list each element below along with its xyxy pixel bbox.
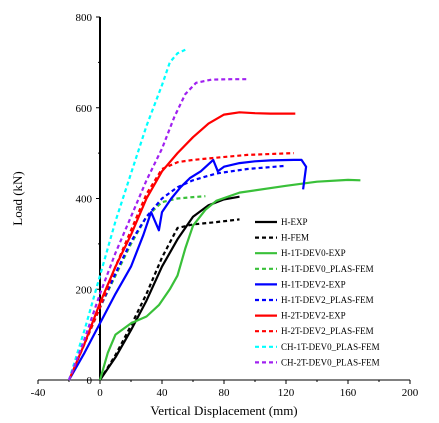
series-line-4 [68,158,308,381]
series-line-6 [67,111,296,381]
series-line-8 [67,48,186,381]
series-line-2 [98,178,361,381]
y-tick-label: 400 [76,194,93,206]
x-tick-label: 0 [97,387,103,399]
y-axis-label: Load (kN) [10,171,25,226]
legend-label-9: CH-2T-DEV0_PLAS-FEM [281,357,380,367]
y-tick-label: 800 [76,12,93,24]
legend-label-8: CH-1T-DEV0_PLAS-FEM [281,342,380,352]
legend-label-6: H-2T-DEV2-EXP [281,311,346,321]
legend-label-2: H-1T-DEV0-EXP [281,248,346,258]
x-tick-label: 200 [402,387,419,399]
x-tick-label: 80 [219,387,231,399]
x-tick-label: -40 [31,387,46,399]
legend-label-0: H-EXP [281,217,308,227]
series-layer [67,48,361,381]
y-tick-label: 200 [76,284,93,296]
series-line-1 [99,218,240,381]
x-tick-label: 120 [278,387,295,399]
legend-label-1: H-FEM [281,233,309,243]
x-axis-label: Vertical Displacement (mm) [150,403,297,418]
x-tick-label: 160 [340,387,357,399]
legend-label-3: H-1T-DEV0_PLAS-FEM [281,264,374,274]
legend-label-4: H-1T-DEV2-EXP [281,279,346,289]
legend-label-7: H-2T-DEV2_PLAS-FEM [281,326,374,336]
series-line-9 [67,78,248,381]
series-line-7 [67,152,294,381]
x-tick-label: 40 [157,387,169,399]
legend: H-EXP H-FEM H-1T-DEV0-EXP H-1T-DEV0_PLAS-FE… [255,217,380,367]
y-tick-label: 600 [76,103,93,115]
series-line-0 [99,195,240,381]
y-tick-label: 0 [87,375,93,387]
axes: -40 0 40 80 120 160 200 0 200 400 600 800 [31,12,419,399]
legend-label-5: H-1T-DEV2_PLAS-FEM [281,295,374,305]
